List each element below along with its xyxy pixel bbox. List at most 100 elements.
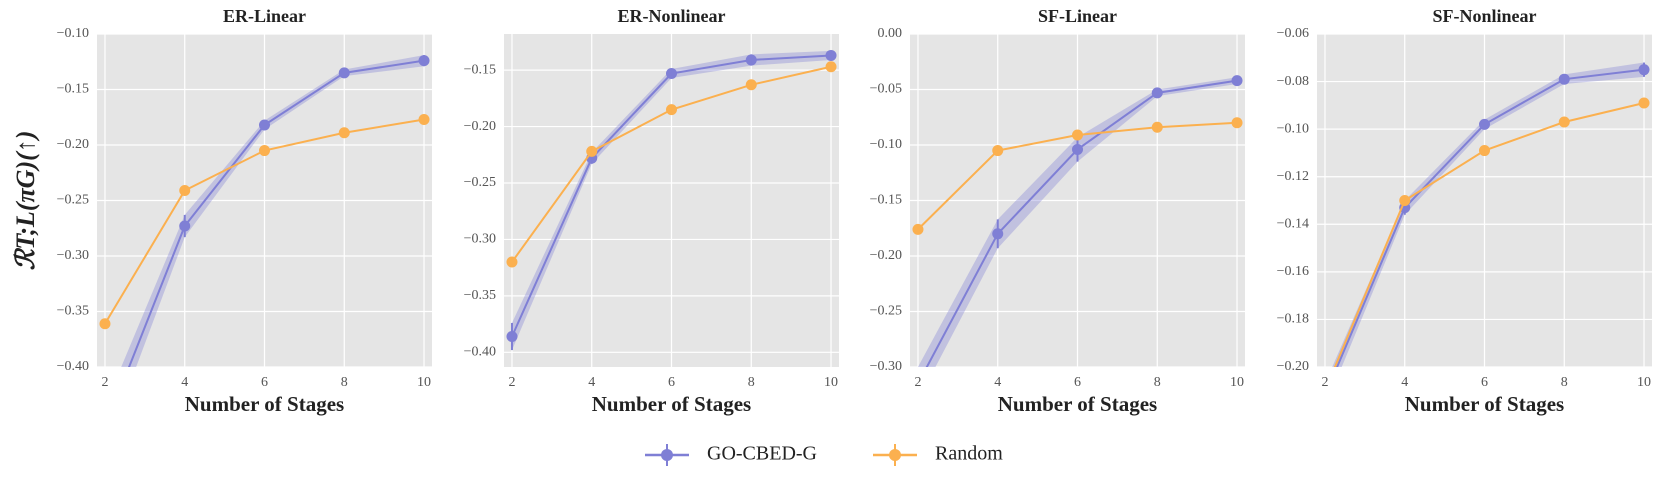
marker bbox=[418, 113, 430, 125]
marker bbox=[506, 331, 518, 343]
marker bbox=[666, 104, 677, 116]
marker bbox=[1399, 195, 1411, 206]
marker bbox=[338, 127, 350, 139]
plot-area bbox=[912, 75, 1243, 367]
marker bbox=[418, 55, 430, 67]
panel: −0.40 −0.35 −0.30 −0.25 −0.20 −0.15 −0.10 2 4 6 8 1… bbox=[11, 6, 432, 434]
y-tick-label: −0.10 bbox=[57, 26, 89, 41]
y-tick-label: −0.10 bbox=[1277, 121, 1309, 136]
marker bbox=[1231, 75, 1243, 87]
x-axis-label: Number of Stages bbox=[1405, 392, 1564, 416]
y-tick-label: −0.10 bbox=[870, 137, 902, 152]
y-tick-label: −0.35 bbox=[57, 304, 89, 319]
marker bbox=[259, 145, 270, 157]
marker bbox=[1319, 390, 1330, 401]
x-tick-label: 10 bbox=[824, 375, 838, 390]
legend-label: Random bbox=[935, 443, 1003, 465]
marker bbox=[1558, 73, 1570, 85]
x-tick-label: 10 bbox=[1230, 375, 1244, 390]
x-tick-label: 4 bbox=[181, 375, 188, 390]
error-band bbox=[121, 55, 425, 367]
y-tick-label: −0.14 bbox=[1277, 217, 1309, 232]
y-tick-label: −0.20 bbox=[870, 248, 902, 263]
y-tick-label: −0.15 bbox=[464, 62, 496, 77]
y-tick-label: −0.06 bbox=[1277, 26, 1309, 41]
marker bbox=[745, 54, 757, 66]
plot-area bbox=[99, 55, 430, 434]
x-tick-label: 6 bbox=[1481, 375, 1488, 390]
x-tick-label: 8 bbox=[341, 375, 348, 390]
plot-area bbox=[1319, 62, 1650, 401]
y-tick-label: −0.40 bbox=[464, 345, 496, 360]
y-tick-label: −0.40 bbox=[57, 359, 89, 374]
marker bbox=[1479, 118, 1490, 130]
y-tick-label: −0.30 bbox=[57, 248, 89, 263]
marker bbox=[1072, 129, 1083, 141]
x-tick-label: 8 bbox=[748, 375, 755, 390]
x-tick-label: 6 bbox=[668, 375, 675, 390]
marker bbox=[1638, 64, 1650, 76]
legend-marker bbox=[889, 449, 901, 461]
y-tick-label: −0.30 bbox=[464, 232, 496, 247]
marker bbox=[179, 185, 191, 197]
x-tick-label: 2 bbox=[101, 375, 108, 390]
x-tick-label: 2 bbox=[508, 375, 515, 390]
x-tick-label: 2 bbox=[1321, 375, 1328, 390]
marker bbox=[912, 223, 924, 235]
marker bbox=[745, 79, 757, 91]
panel: −0.30 −0.25 −0.20 −0.15 −0.10 −0.05 0.00 2 4 6 8 10… bbox=[870, 6, 1245, 416]
y-tick-label: −0.20 bbox=[1277, 359, 1309, 374]
x-tick-label: 8 bbox=[1561, 375, 1568, 390]
y-tick-label: −0.20 bbox=[57, 137, 89, 152]
marker bbox=[1151, 87, 1163, 99]
x-tick-label: 8 bbox=[1154, 375, 1161, 390]
panel: −0.40 −0.35 −0.30 −0.25 −0.20 −0.15 2 4 6 8 10 ER-N… bbox=[464, 6, 839, 416]
x-axis-label: Number of Stages bbox=[592, 392, 751, 416]
y-tick-label: −0.35 bbox=[464, 288, 496, 303]
panel-title: ER-Linear bbox=[223, 6, 306, 26]
x-tick-label: 2 bbox=[914, 375, 921, 390]
x-tick-label: 10 bbox=[417, 375, 431, 390]
legend: GO-CBED-G Random bbox=[645, 443, 1003, 466]
y-tick-label: −0.25 bbox=[870, 304, 902, 319]
marker bbox=[825, 49, 837, 61]
x-tick-label: 4 bbox=[1401, 375, 1408, 390]
panel-title: ER-Nonlinear bbox=[618, 6, 726, 26]
y-tick-label: 0.00 bbox=[878, 26, 903, 41]
marker bbox=[825, 61, 837, 73]
x-tick-label: 6 bbox=[1074, 375, 1081, 390]
x-tick-label: 6 bbox=[261, 375, 268, 390]
y-tick-label: −0.20 bbox=[464, 119, 496, 134]
x-tick-label: 4 bbox=[994, 375, 1001, 390]
y-tick-label: −0.12 bbox=[1277, 169, 1309, 184]
marker bbox=[992, 228, 1004, 240]
marker bbox=[1638, 97, 1650, 109]
panel: −0.20 −0.18 −0.16 −0.14 −0.12 −0.10 −0.08 −0.06… bbox=[1277, 6, 1652, 416]
marker bbox=[506, 256, 518, 268]
x-tick-label: 10 bbox=[1637, 375, 1651, 390]
marker bbox=[338, 67, 350, 79]
marker bbox=[1072, 143, 1083, 155]
marker bbox=[99, 423, 110, 434]
marker bbox=[1479, 145, 1490, 157]
y-tick-label: −0.30 bbox=[870, 359, 902, 374]
x-axis-label: Number of Stages bbox=[185, 392, 344, 416]
y-tick-label: −0.16 bbox=[1277, 264, 1309, 279]
plot-area bbox=[506, 49, 837, 351]
marker bbox=[259, 119, 270, 131]
marker bbox=[666, 68, 677, 80]
x-tick-label: 4 bbox=[588, 375, 595, 390]
y-tick-label: −0.25 bbox=[57, 193, 89, 208]
marker bbox=[1151, 121, 1163, 133]
y-tick-label: −0.15 bbox=[870, 193, 902, 208]
error-band bbox=[917, 77, 1238, 367]
marker bbox=[179, 220, 191, 232]
x-axis-label: Number of Stages bbox=[998, 392, 1157, 416]
marker bbox=[99, 318, 111, 330]
legend-label: GO-CBED-G bbox=[707, 443, 817, 465]
y-axis-label: ℛT;L(πG)(↑) bbox=[11, 131, 40, 271]
marker bbox=[586, 145, 598, 157]
y-tick-label: −0.08 bbox=[1277, 74, 1309, 89]
error-band bbox=[511, 50, 832, 351]
